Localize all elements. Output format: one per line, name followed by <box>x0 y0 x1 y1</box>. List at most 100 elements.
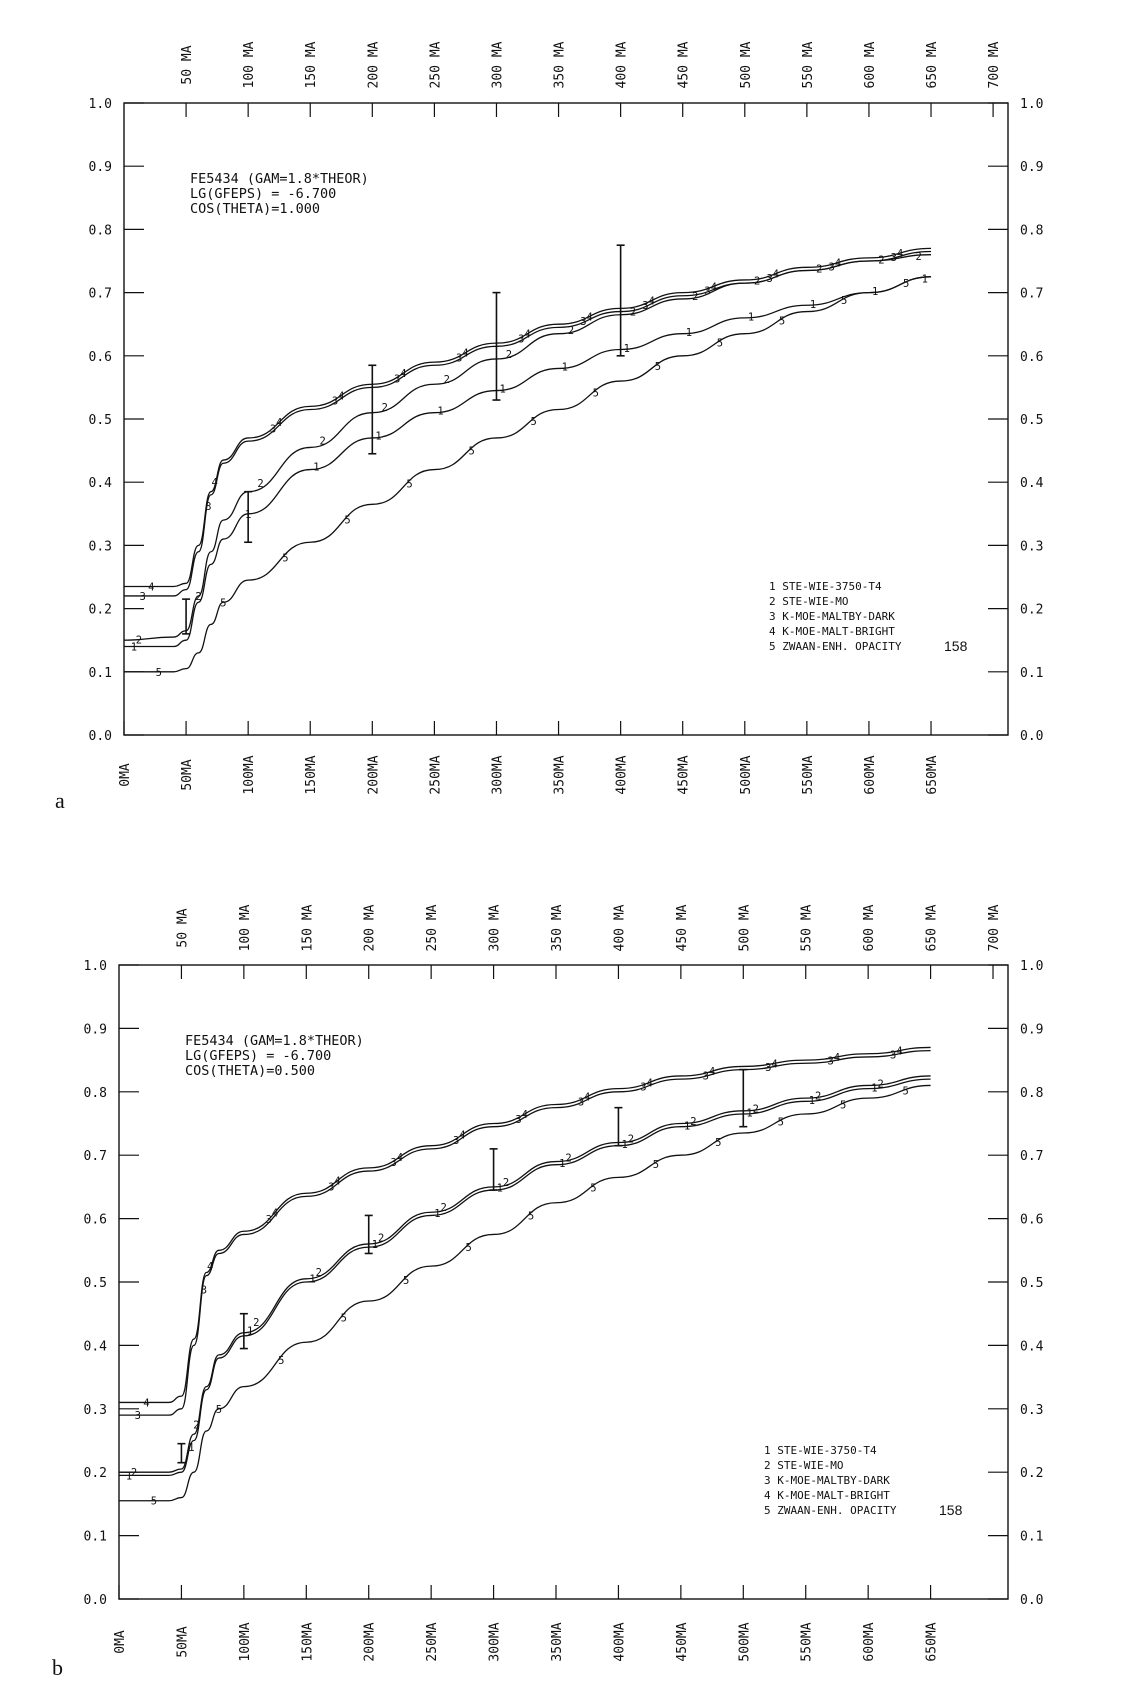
series-marker-5: 5 <box>902 1086 908 1098</box>
series-marker-5: 5 <box>465 1242 471 1254</box>
legend-entry-1: 1 STE-WIE-3750-T4 <box>769 580 882 593</box>
x-tick-label-top: 200 MA <box>363 904 378 951</box>
y-tick-label-left: 0.1 <box>89 666 112 681</box>
series-marker-4: 4 <box>211 477 217 489</box>
series-marker-4: 4 <box>586 311 592 323</box>
x-tick-label-bottom: 100MA <box>242 755 257 794</box>
series-marker-5: 5 <box>841 295 847 307</box>
series-marker-5: 5 <box>593 387 599 399</box>
x-tick-label-bottom: 600MA <box>862 1622 877 1661</box>
x-tick-label-bottom: 0MA <box>118 763 133 787</box>
x-tick-label-top: 150 MA <box>304 41 319 88</box>
y-tick-label-left: 0.9 <box>84 1022 107 1037</box>
x-tick-label-top: 350 MA <box>553 41 568 88</box>
series-marker-5: 5 <box>468 446 474 458</box>
series-marker-1: 1 <box>624 343 630 355</box>
series-marker-4: 4 <box>711 281 717 293</box>
series-marker-5: 5 <box>715 1137 721 1149</box>
series-marker-1: 1 <box>686 327 692 339</box>
y-tick-label-right: 0.4 <box>1020 1339 1044 1354</box>
y-tick-label-right: 0.9 <box>1020 160 1043 175</box>
legend-entry-3: 3 K-MOE-MALTBY-DARK <box>764 1474 890 1487</box>
y-tick-label-left: 0.5 <box>89 413 112 428</box>
x-tick-label-top: 700 MA <box>987 41 1002 88</box>
x-tick-label-bottom: 250MA <box>428 755 443 794</box>
series-marker-4: 4 <box>834 1052 840 1064</box>
series-marker-1: 1 <box>871 1083 877 1095</box>
series-marker-2: 2 <box>877 1079 883 1091</box>
series-marker-3: 3 <box>703 1070 709 1082</box>
series-marker-4: 4 <box>584 1092 590 1104</box>
y-tick-label-right: 0.1 <box>1020 1530 1043 1545</box>
x-tick-label-bottom: 450MA <box>675 1622 690 1661</box>
series-marker-1: 1 <box>559 1158 565 1170</box>
series-marker-4: 4 <box>400 368 406 380</box>
x-tick-label-bottom: 500MA <box>739 755 754 794</box>
series-marker-2: 2 <box>628 1134 634 1146</box>
series-marker-1: 1 <box>562 362 568 374</box>
y-tick-label-right: 0.0 <box>1020 1593 1043 1608</box>
x-tick-label-top: 100 MA <box>242 41 257 88</box>
x-tick-label-top: 150 MA <box>300 904 315 951</box>
series-line-1 <box>124 276 932 648</box>
series-marker-2: 2 <box>506 349 512 361</box>
series-marker-2: 2 <box>568 325 574 337</box>
series-marker-1: 1 <box>497 1183 503 1195</box>
x-tick-label-bottom: 50MA <box>180 759 195 790</box>
x-tick-label-top: 50 MA <box>175 908 190 947</box>
x-tick-label-top: 200 MA <box>366 41 381 88</box>
series-marker-2: 2 <box>815 1091 821 1103</box>
legend-entry-1: 1 STE-WIE-3750-T4 <box>764 1444 877 1457</box>
series-marker-4: 4 <box>334 1176 340 1188</box>
series-marker-5: 5 <box>717 338 723 350</box>
x-tick-label-bottom: 300MA <box>488 1622 503 1661</box>
y-tick-label-left: 0.9 <box>89 160 112 175</box>
series-marker-4: 4 <box>896 1046 902 1058</box>
y-tick-label-right: 0.6 <box>1020 350 1043 365</box>
series-marker-1: 1 <box>809 1095 815 1107</box>
y-tick-label-left: 0.0 <box>89 729 112 744</box>
y-tick-label-left: 0.6 <box>89 350 112 365</box>
series-marker-4: 4 <box>338 390 344 402</box>
legend-entry-5: 5 ZWAAN-ENH. OPACITY <box>764 1504 897 1517</box>
y-tick-label-right: 0.1 <box>1020 666 1043 681</box>
y-tick-label-right: 0.8 <box>1020 223 1043 238</box>
info-line: LG(GFEPS) = -6.700 <box>190 186 336 202</box>
series-marker-3: 3 <box>515 1114 521 1126</box>
series-marker-4: 4 <box>207 1261 213 1273</box>
series-marker-5: 5 <box>403 1275 409 1287</box>
y-tick-label-right: 0.2 <box>1020 1466 1043 1481</box>
series-marker-3: 3 <box>456 353 462 365</box>
series-marker-3: 3 <box>205 501 211 513</box>
series-marker-4: 4 <box>143 1397 149 1409</box>
info-line: FE5434 (GAM=1.8*THEOR) <box>190 171 369 187</box>
y-tick-label-left: 0.4 <box>89 476 113 491</box>
y-tick-label-left: 0.1 <box>84 1530 107 1545</box>
y-tick-label-right: 0.0 <box>1020 729 1043 744</box>
y-tick-label-right: 0.2 <box>1020 603 1043 618</box>
x-tick-label-bottom: 650MA <box>925 755 940 794</box>
y-tick-label-right: 0.5 <box>1020 413 1043 428</box>
series-marker-2: 2 <box>444 374 450 386</box>
series-marker-3: 3 <box>518 334 524 346</box>
series-marker-1: 1 <box>126 1470 132 1482</box>
x-tick-label-bottom: 400MA <box>615 755 630 794</box>
series-marker-1: 1 <box>309 1274 315 1286</box>
x-tick-label-top: 400 MA <box>615 41 630 88</box>
y-tick-label-right: 0.8 <box>1020 1086 1043 1101</box>
series-marker-4: 4 <box>522 1109 528 1121</box>
series-marker-2: 2 <box>195 591 201 603</box>
y-tick-label-right: 1.0 <box>1020 959 1043 974</box>
x-tick-label-bottom: 350MA <box>553 755 568 794</box>
series-marker-5: 5 <box>216 1404 222 1416</box>
x-tick-label-bottom: 50MA <box>175 1626 190 1657</box>
panel-b: 0.0 0.0 0.1 0.1 0.2 0.2 0.3 0.3 0.4 0.4 0.5 0.5 0.6 0… <box>52 904 1044 1680</box>
info-line: COS(THETA)=1.000 <box>190 201 320 217</box>
series-marker-3: 3 <box>332 396 338 408</box>
x-tick-label-top: 550 MA <box>801 41 816 88</box>
series-marker-2: 2 <box>754 276 760 288</box>
series-marker-5: 5 <box>653 1159 659 1171</box>
x-tick-label-top: 650 MA <box>925 41 940 88</box>
series-marker-2: 2 <box>565 1153 571 1165</box>
info-line: COS(THETA)=0.500 <box>185 1063 315 1079</box>
